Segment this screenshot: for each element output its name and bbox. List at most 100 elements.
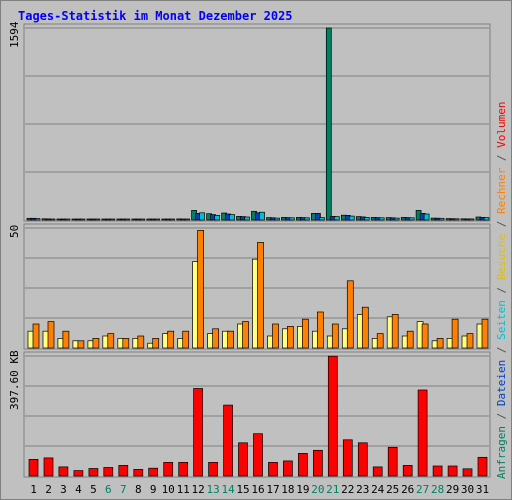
bar-volumen-21 — [327, 355, 338, 477]
bar-seiten-7 — [124, 218, 131, 221]
bar-rechner-23 — [361, 306, 369, 349]
bar-seiten-17 — [274, 217, 280, 221]
bar-seiten-22 — [348, 215, 355, 221]
day-label-25: 25 — [386, 483, 399, 496]
day-labels: 1 2 3 4 5 6 7 8 9 10 11 12 13 14 15 16 17 18 19 20 21 22 23 24 2… — [30, 483, 489, 496]
day-label-6: 6 — [105, 483, 112, 496]
day-label-7: 7 — [120, 483, 127, 496]
bar-seiten-19 — [304, 217, 310, 221]
bar-seiten-6 — [109, 218, 116, 221]
bar-seiten-8 — [139, 218, 146, 221]
bar-dateien-20 — [315, 213, 321, 221]
bar-rechner-30 — [466, 333, 474, 349]
bar-volumen-30 — [462, 468, 473, 477]
legend-separator: / — [495, 280, 508, 300]
bar-volumen-7 — [118, 465, 129, 477]
bar-volumen-27 — [417, 389, 428, 477]
panel-requests-box — [23, 23, 491, 222]
bar-volumen-28 — [432, 465, 443, 477]
bar-seiten-4 — [79, 218, 86, 221]
bar-seiten-28 — [438, 217, 445, 221]
bar-anfragen-21 — [325, 27, 332, 221]
bar-rechner-21 — [331, 323, 339, 349]
bar-volumen-17 — [268, 462, 278, 477]
bar-rechner-7 — [122, 338, 130, 349]
day-label-9: 9 — [150, 483, 157, 496]
bar-rechner-2 — [47, 321, 55, 349]
day-label-29: 29 — [446, 483, 459, 496]
bar-volumen-24 — [372, 466, 383, 477]
bar-volumen-18 — [283, 460, 293, 477]
bar-seiten-29 — [453, 218, 460, 221]
legend-item-dateien: Dateien — [495, 360, 508, 406]
bar-volumen-13 — [208, 462, 218, 477]
bar-rechner-15 — [242, 321, 249, 349]
day-label-17: 17 — [266, 483, 279, 496]
bar-seiten-23 — [363, 217, 370, 221]
day-label-8: 8 — [135, 483, 142, 496]
bar-seiten-1 — [34, 218, 41, 221]
day-label-1: 1 — [30, 483, 37, 496]
bar-volumen-29 — [447, 465, 458, 477]
bar-seiten-25 — [393, 217, 400, 221]
bar-rechner-4 — [77, 340, 85, 349]
bar-seiten-14 — [229, 214, 235, 221]
day-label-23: 23 — [356, 483, 369, 496]
bar-rechner-20 — [317, 311, 324, 349]
bar-seiten-18 — [289, 217, 295, 221]
bar-rechner-16 — [257, 242, 264, 349]
bar-rechner-18 — [287, 326, 294, 349]
chart-panels — [23, 23, 491, 478]
bar-rechner-13 — [212, 328, 219, 349]
mid-max-label: 50 — [8, 225, 21, 238]
bar-rechner-1 — [32, 323, 40, 349]
bar-rechner-12 — [197, 230, 204, 349]
bar-rechner-17 — [272, 323, 279, 349]
bar-rechner-25 — [391, 314, 399, 349]
bar-seiten-13 — [214, 215, 220, 221]
bar-rechner-14 — [227, 330, 234, 349]
bar-seiten-15 — [244, 216, 250, 221]
bar-rechner-3 — [62, 330, 70, 349]
bar-rechner-31 — [481, 318, 489, 349]
day-label-21: 21 — [326, 483, 339, 496]
bar-volumen-8 — [133, 469, 144, 477]
bar-volumen-31 — [477, 456, 488, 477]
bar-rechner-26 — [406, 330, 414, 349]
bar-volumen-23 — [357, 442, 368, 477]
bar-seiten-31 — [483, 217, 490, 221]
bar-rechner-9 — [152, 338, 160, 349]
bar-seiten-9 — [154, 218, 161, 221]
bar-rechner-8 — [137, 335, 145, 349]
day-label-18: 18 — [281, 483, 294, 496]
day-label-31: 31 — [476, 483, 489, 496]
day-label-28: 28 — [431, 483, 444, 496]
bar-volumen-16 — [253, 433, 263, 477]
bar-seiten-10 — [169, 218, 176, 221]
bar-rechner-29 — [451, 318, 459, 349]
legend-separator: / — [495, 148, 508, 168]
legend-separator: / — [495, 214, 508, 234]
bar-seiten-11 — [184, 218, 191, 221]
bar-volumen-3 — [58, 466, 69, 477]
day-label-15: 15 — [236, 483, 249, 496]
bar-volumen-9 — [148, 467, 159, 477]
bar-rechner-22 — [346, 280, 354, 349]
legend-item-besuche: Besuche — [495, 234, 508, 280]
bar-rechner-11 — [182, 330, 190, 349]
day-label-24: 24 — [371, 483, 385, 496]
day-label-14: 14 — [221, 483, 235, 496]
bar-volumen-26 — [402, 465, 413, 477]
bar-seiten-30 — [468, 218, 475, 221]
bar-rechner-24 — [376, 333, 384, 349]
day-label-12: 12 — [191, 483, 204, 496]
legend-item-anfragen: Anfragen — [495, 426, 508, 479]
day-label-20: 20 — [311, 483, 324, 496]
bar-volumen-14 — [223, 404, 233, 477]
bar-volumen-11 — [178, 462, 189, 477]
series-legend: Anfragen / Dateien / Seiten / Besuche / … — [495, 101, 508, 479]
day-label-19: 19 — [296, 483, 309, 496]
bar-rechner-28 — [436, 338, 444, 349]
